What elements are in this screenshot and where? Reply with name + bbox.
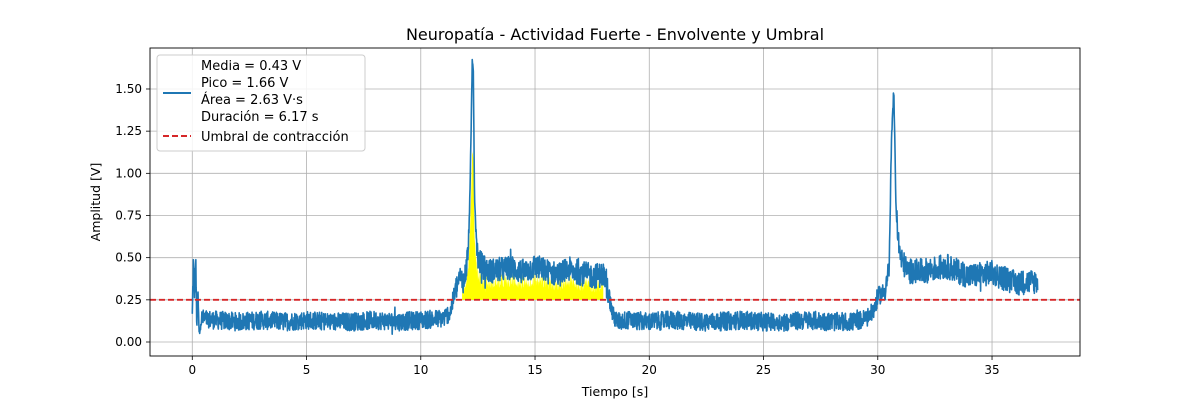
legend-signal-duration: Duración = 6.17 s <box>201 110 319 125</box>
x-axis: 0 5 10 15 20 25 30 35 <box>188 356 1000 377</box>
legend-threshold-label: Umbral de contracción <box>201 130 349 145</box>
y-tick-label: 0.50 <box>115 251 142 265</box>
plot-frame <box>149 47 1081 357</box>
y-tick-label: 1.50 <box>115 82 142 96</box>
x-tick-label: 30 <box>870 363 885 377</box>
y-tick-label: 1.25 <box>115 124 142 138</box>
fill-area <box>462 150 604 300</box>
legend: Media = 0.43 V Pico = 1.66 V Área = 2.63… <box>156 54 366 152</box>
x-tick-label: 20 <box>642 363 657 377</box>
signal-line <box>191 58 1039 335</box>
x-tick-label: 25 <box>756 363 771 377</box>
legend-signal-area: Área = 2.63 V·s <box>201 92 303 108</box>
y-axis: 0.00 0.25 0.50 0.75 1.00 1.25 1.50 <box>115 82 150 349</box>
x-tick-label: 0 <box>188 363 196 377</box>
x-tick-label: 15 <box>527 363 542 377</box>
chart-title: Neuropatía - Actividad Fuerte - Envolven… <box>406 25 824 44</box>
y-axis-label: Amplitud [V] <box>88 163 103 242</box>
legend-box <box>156 54 366 152</box>
legend-signal-mean: Media = 0.43 V <box>201 59 301 74</box>
signal-line-layer <box>191 58 1039 335</box>
y-tick-label: 0.00 <box>115 335 142 349</box>
y-tick-label: 0.25 <box>115 293 142 307</box>
x-tick-label: 10 <box>413 363 428 377</box>
y-tick-label: 0.75 <box>115 208 142 222</box>
x-tick-label: 35 <box>984 363 999 377</box>
x-axis-label: Tiempo [s] <box>581 384 648 399</box>
x-tick-label: 5 <box>303 363 311 377</box>
y-tick-label: 1.00 <box>115 166 142 180</box>
contraction-fill <box>462 150 604 300</box>
legend-signal-peak: Pico = 1.66 V <box>201 76 289 91</box>
